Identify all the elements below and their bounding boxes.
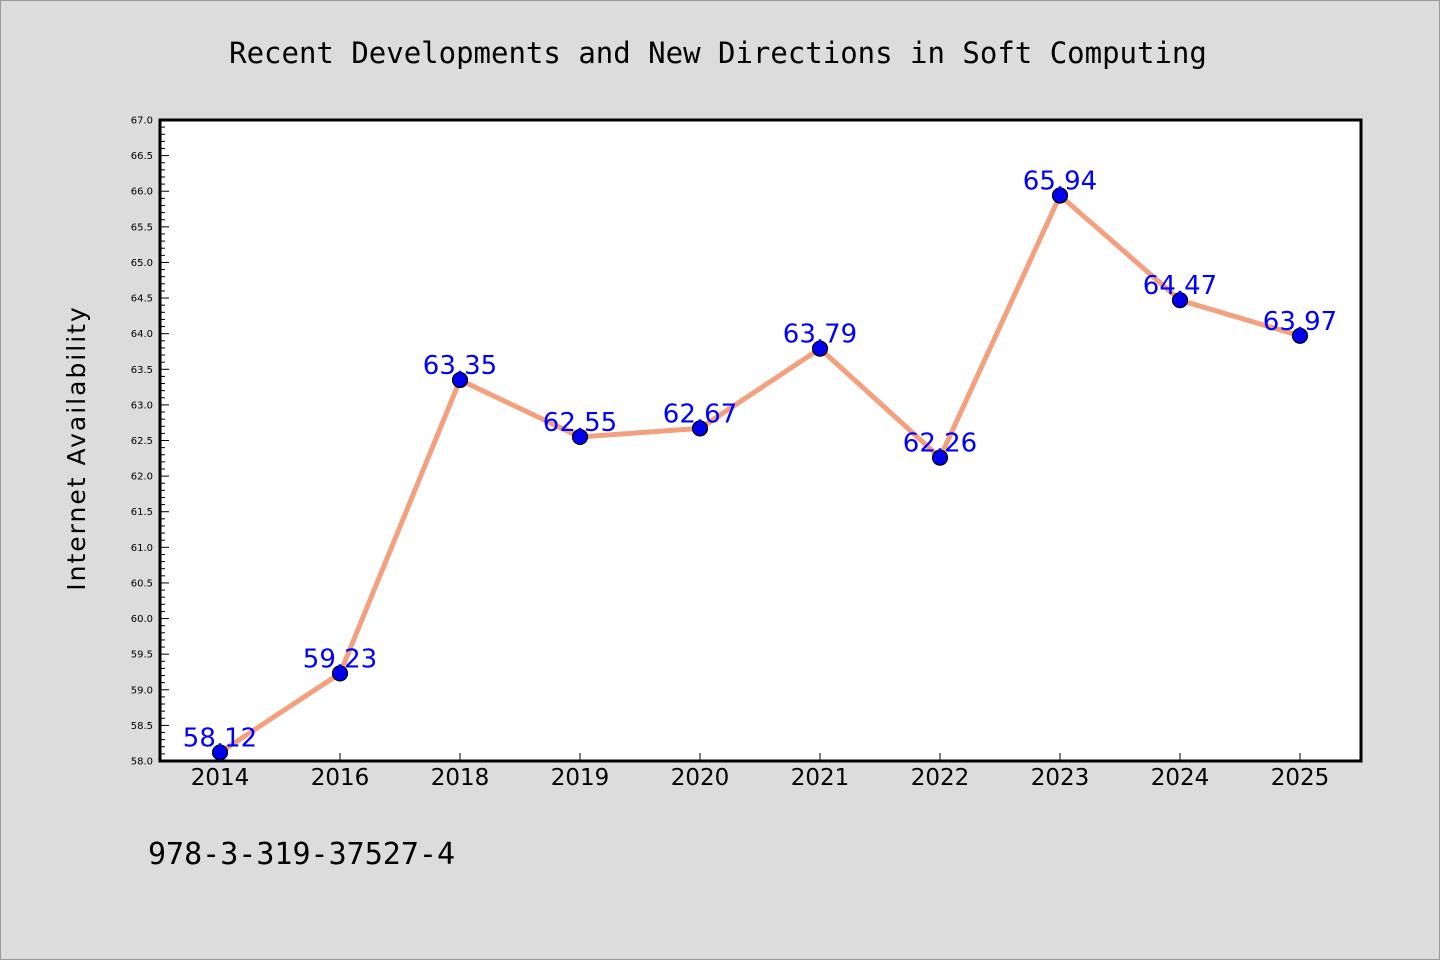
x-tick-label: 2019: [551, 765, 610, 791]
y-tick-label: 65.0: [131, 258, 153, 269]
x-tick-label: 2021: [791, 765, 850, 791]
y-tick-label: 64.0: [131, 329, 153, 340]
data-point-marker: [931, 449, 949, 466]
y-tick-label: 58.0: [131, 757, 153, 768]
x-tick-label: 2023: [1031, 765, 1090, 791]
data-label: 63.97: [1263, 307, 1337, 337]
y-tick-label: 60.0: [131, 614, 153, 625]
data-label: 63.79: [783, 320, 857, 350]
data-point-marker: [571, 428, 589, 446]
data-label: 63.35: [423, 351, 497, 381]
data-labels: 58.12 59.23 63.35 62.55 62.67 63.79 62.26 65.94…: [183, 166, 1337, 753]
data-point-marker: [1171, 292, 1189, 309]
y-tick-label: 63.0: [131, 400, 153, 411]
x-tick-label: 2018: [431, 765, 490, 791]
y-tick-label: 62.5: [131, 436, 153, 447]
data-point-marker: [1291, 327, 1309, 344]
data-label: 64.47: [1143, 271, 1217, 301]
plot-area: [160, 120, 1361, 761]
y-tick-label: 66.5: [131, 151, 153, 162]
x-axis-ticks: 2014 2016 2018 2019 2020 2021 2022 2023 2024 2025: [191, 753, 1330, 791]
y-tick-label: 67.0: [131, 116, 153, 127]
x-tick-label: 2020: [671, 765, 730, 791]
y-tick-label: 63.5: [131, 365, 153, 376]
data-point-marker: [691, 420, 709, 437]
y-tick-label: 59.5: [131, 650, 153, 661]
data-point-marker: [451, 371, 469, 389]
data-label: 62.26: [903, 429, 977, 459]
y-tick-label: 60.5: [131, 578, 153, 589]
y-tick-label: 61.5: [131, 507, 153, 518]
plot-border: [158, 118, 1363, 763]
data-label: 65.94: [1023, 166, 1097, 196]
data-point-marker: [1051, 187, 1069, 204]
x-tick-label: 2016: [311, 765, 370, 791]
y-tick-label: 62.0: [131, 472, 153, 483]
data-label: 62.55: [543, 408, 617, 438]
x-tick-label: 2025: [1271, 765, 1330, 791]
isbn-text: 978-3-319-37527-4: [148, 837, 455, 872]
data-label: 59.23: [303, 644, 377, 674]
x-tick-label: 2022: [911, 765, 970, 791]
y-axis-ticks: 58.0 58.5 59.0 59.5 60.0 60.5 61.0 61.5 62.0 62.5…: [131, 116, 169, 768]
y-tick-label: 64.5: [131, 294, 153, 305]
x-tick-label: 2024: [1151, 765, 1210, 791]
data-point-marker: [331, 665, 349, 682]
y-tick-label: 58.5: [131, 721, 153, 732]
y-tick-label: 66.0: [131, 187, 153, 198]
data-point-marker: [811, 340, 829, 357]
y-tick-label: 61.0: [131, 543, 153, 554]
data-label: 58.12: [183, 723, 257, 753]
data-label: 62.67: [663, 399, 737, 429]
y-tick-label: 59.0: [131, 685, 153, 696]
x-tick-label: 2014: [191, 765, 250, 791]
y-axis-label: Internet Availability: [62, 305, 91, 590]
chart-title: Recent Developments and New Directions i…: [229, 36, 1207, 70]
y-tick-label: 65.5: [131, 222, 153, 233]
series-line: [217, 192, 1303, 755]
